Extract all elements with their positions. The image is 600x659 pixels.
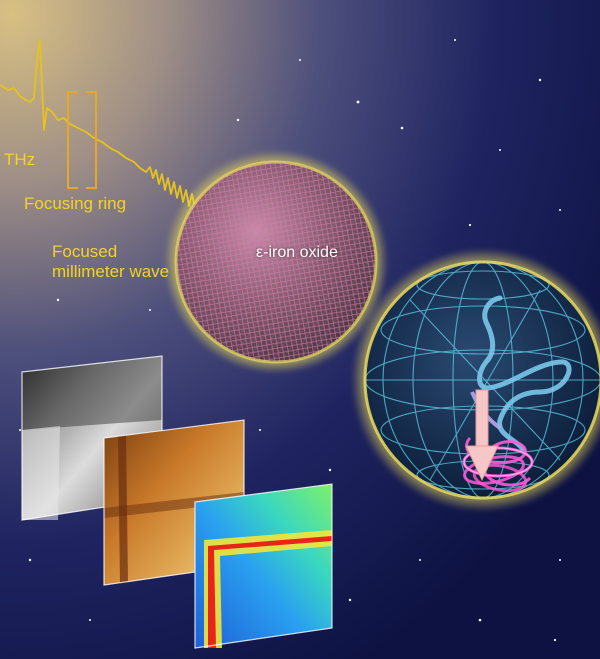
focused-wave-label-line2: millimeter wave — [52, 262, 170, 281]
image-panel-simulation — [194, 483, 333, 649]
focusing-ring-label: Focusing ring — [24, 194, 127, 213]
thz-label: THz — [4, 150, 36, 169]
material-label: ε-iron oxide — [256, 244, 338, 261]
focused-wave-label-line1: Focused — [52, 242, 118, 261]
spin-arrow-icon — [465, 389, 499, 482]
focusing-ring-icon — [67, 91, 97, 189]
particle-lattice — [176, 162, 376, 362]
spin-trajectory — [477, 295, 572, 455]
